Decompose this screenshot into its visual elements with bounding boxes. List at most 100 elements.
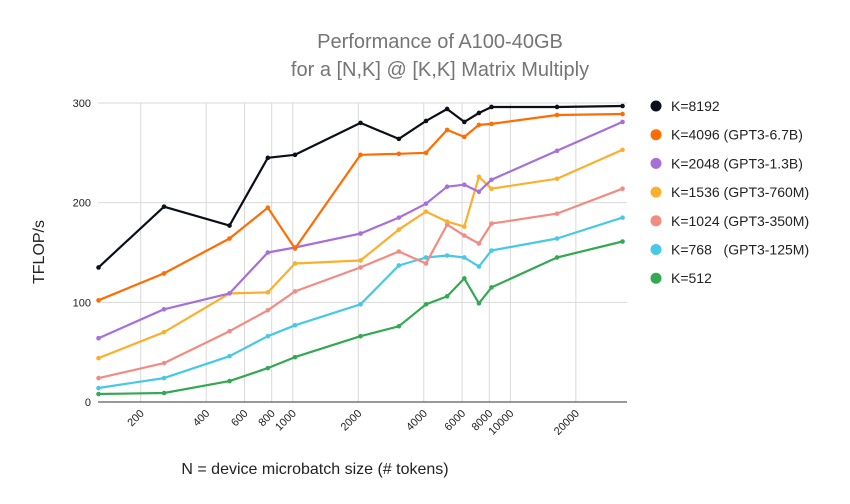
data-point: [423, 209, 429, 214]
data-point: [227, 353, 232, 359]
data-point: [96, 375, 101, 381]
data-point: [476, 110, 482, 116]
data-point: [423, 255, 429, 260]
data-point: [396, 323, 402, 329]
data-point: [358, 265, 363, 270]
series-line: [98, 240, 623, 396]
series-k-2048: [96, 119, 625, 341]
legend-swatch-icon: [650, 215, 662, 227]
data-point: [554, 236, 560, 241]
data-point: [358, 231, 363, 236]
data-point: [489, 177, 494, 183]
data-point: [161, 390, 167, 396]
legend-swatch-icon: [650, 186, 662, 198]
data-point: [554, 211, 560, 216]
data-point: [462, 255, 467, 260]
data-point: [292, 261, 298, 266]
data-point: [227, 328, 232, 334]
data-point: [554, 104, 560, 110]
x-tick-label: 6000: [442, 408, 468, 434]
data-point: [292, 322, 298, 328]
data-point: [358, 333, 363, 339]
legend-label: K=2048 (GPT3-1.3B): [671, 155, 803, 171]
gridlines: [98, 102, 627, 402]
chart-title-line-1: Performance of A100-40GB: [317, 31, 563, 53]
data-point: [292, 289, 298, 294]
data-point: [292, 152, 298, 158]
data-point: [620, 103, 625, 109]
x-tick-label: 600: [229, 408, 250, 429]
legend-swatch-icon: [650, 129, 662, 141]
data-point: [489, 221, 494, 226]
series-k-1024: [96, 186, 625, 381]
data-point: [227, 378, 232, 384]
y-axis-ticks: 0 100 200 300: [73, 98, 91, 409]
data-point: [265, 155, 271, 161]
data-point: [620, 119, 625, 125]
data-point: [161, 375, 167, 381]
y-tick-label: 0: [85, 397, 91, 409]
data-point: [96, 335, 101, 341]
data-point: [554, 112, 560, 118]
legend-item: K=8192: [650, 98, 720, 114]
data-point: [620, 186, 625, 192]
data-point: [554, 255, 560, 260]
series-line: [98, 187, 623, 380]
data-point: [358, 258, 363, 263]
legend-swatch-icon: [650, 244, 662, 255]
data-point: [161, 360, 167, 366]
series-k-512: [96, 239, 625, 397]
data-point: [444, 184, 450, 190]
data-point: [396, 151, 402, 157]
data-point: [396, 249, 402, 254]
data-point: [358, 302, 363, 307]
data-point: [462, 134, 467, 140]
data-point: [161, 271, 167, 276]
data-point: [265, 290, 271, 295]
series-line: [98, 148, 623, 360]
data-point: [292, 246, 298, 251]
data-point: [423, 201, 429, 206]
data-point: [292, 354, 298, 360]
data-point: [265, 250, 271, 255]
data-point: [161, 307, 167, 312]
data-point: [96, 355, 101, 361]
legend-label: K=4096 (GPT3-6.7B): [671, 127, 803, 143]
data-point: [462, 182, 467, 188]
legend-swatch-icon: [650, 100, 662, 112]
y-tick-label: 100: [73, 297, 91, 309]
x-tick-label: 200: [125, 408, 146, 429]
data-point: [396, 227, 402, 232]
data-point: [444, 294, 450, 299]
legend: K=8192 K=4096 (GPT3-6.7B) K=2048 (GPT3-1.3…: [650, 98, 809, 286]
data-point: [554, 148, 560, 154]
data-point: [227, 236, 232, 241]
legend-item: K=1536 (GPT3-760M): [650, 184, 809, 200]
legend-item: K=512: [650, 270, 712, 286]
legend-swatch-icon: [650, 157, 662, 169]
legend-swatch-icon: [650, 272, 662, 284]
data-point: [423, 118, 429, 124]
x-tick-label: 1000: [273, 408, 299, 434]
data-point: [396, 215, 402, 220]
data-point: [489, 186, 494, 192]
legend-label: K=768 (GPT3-125M): [671, 242, 809, 258]
data-point: [489, 121, 494, 127]
data-point: [396, 263, 402, 268]
series-k-4096: [96, 111, 625, 303]
data-point: [444, 219, 450, 224]
data-point: [554, 176, 560, 182]
legend-item: K=4096 (GPT3-6.7B): [650, 127, 803, 143]
data-point: [489, 285, 494, 290]
x-axis-label: N = device microbatch size (# tokens): [181, 461, 448, 478]
data-point: [476, 301, 482, 306]
legend-item: K=2048 (GPT3-1.3B): [650, 155, 803, 171]
data-point: [423, 302, 429, 307]
data-point: [462, 233, 467, 238]
chart-title-line-2: for a [N,K] @ [K,K] Matrix Multiply: [291, 59, 589, 81]
series-k-768: [96, 215, 625, 391]
series-line: [98, 120, 623, 340]
data-point: [161, 329, 167, 335]
data-point: [476, 189, 482, 195]
